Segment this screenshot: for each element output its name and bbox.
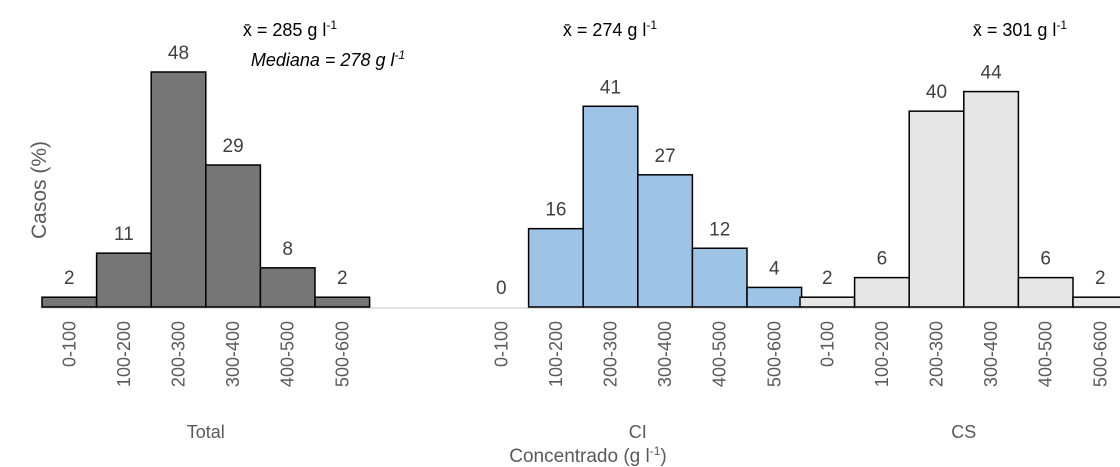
bar-cs-100-200: [853, 276, 910, 308]
tick-label-ci-0-100: 0-100: [491, 321, 511, 367]
median-text-total: Mediana = 278 g l: [251, 50, 396, 70]
mean-sup-total: -1: [326, 18, 337, 32]
panel-cs: 2 0-100 6 100-200 40 200-300 44 300-400 6 400-500…: [799, 18, 1120, 442]
data-label-cs-500-600: 2: [1095, 268, 1106, 289]
panel-name-cs: CS: [951, 422, 976, 442]
data-label-total-300-400: 29: [223, 136, 244, 157]
data-label-total-400-500: 8: [282, 239, 293, 260]
x-axis-label-suffix: ): [660, 446, 666, 467]
panel-name-ci: CI: [629, 422, 647, 442]
tick-label-cs-400-500: 400-500: [1036, 321, 1056, 387]
mean-sup-cs: -1: [1056, 18, 1067, 32]
bar-total-300-400: [205, 164, 262, 308]
data-label-cs-300-400: 44: [981, 63, 1003, 84]
mean-annotation-total: x̄ = 285 g l-1: [243, 18, 338, 40]
mean-text-ci: x̄ = 274 g l: [563, 20, 647, 40]
bar-ci-200-300: [582, 105, 639, 308]
mean-text-cs: x̄ = 301 g l: [973, 20, 1057, 40]
bar-cs-200-300: [908, 110, 965, 308]
bar-ci-100-200: [527, 227, 584, 308]
data-label-cs-200-300: 40: [926, 82, 947, 103]
data-label-total-500-600: 2: [337, 268, 348, 289]
panel-total: 2 0-100 11 100-200 48 200-300 29 300-400 8 400-50…: [41, 18, 405, 442]
tick-label-ci-500-600: 500-600: [764, 321, 784, 387]
tick-label-total-300-400: 300-400: [223, 321, 243, 387]
tick-label-total-0-100: 0-100: [59, 321, 79, 367]
bar-total-400-500: [259, 267, 316, 308]
data-label-ci-300-400: 27: [655, 146, 676, 167]
y-axis-label: Casos (%): [28, 141, 51, 239]
bar-ci-400-500: [691, 247, 748, 308]
median-sup-total: -1: [394, 48, 405, 62]
x-axis-label: Concentrado (g l-1): [509, 444, 666, 467]
data-label-ci-500-600: 4: [769, 258, 780, 279]
tick-label-total-400-500: 400-500: [278, 321, 298, 387]
tick-label-cs-200-300: 200-300: [927, 321, 947, 387]
bar-total-500-600: [314, 296, 371, 308]
tick-label-total-200-300: 200-300: [169, 321, 189, 387]
mean-text-total: x̄ = 285 g l: [243, 20, 327, 40]
tick-label-cs-500-600: 500-600: [1090, 321, 1110, 387]
tick-label-cs-0-100: 0-100: [817, 321, 837, 367]
tick-label-total-500-600: 500-600: [332, 321, 352, 387]
data-label-ci-100-200: 16: [545, 200, 566, 221]
tick-label-ci-100-200: 100-200: [546, 321, 566, 387]
bar-total-200-300: [150, 71, 207, 308]
bar-cs-500-600: [1072, 296, 1120, 308]
bar-total-100-200: [95, 252, 152, 308]
bar-cs-0-100: [799, 296, 856, 308]
bar-ci-500-600: [746, 286, 803, 308]
tick-label-ci-200-300: 200-300: [601, 321, 621, 387]
data-label-cs-100-200: 6: [877, 249, 888, 270]
tick-label-ci-300-400: 300-400: [655, 321, 675, 387]
mean-sup-ci: -1: [646, 18, 657, 32]
tick-label-ci-400-500: 400-500: [710, 321, 730, 387]
data-label-total-200-300: 48: [168, 43, 189, 64]
x-axis-label-text: Concentrado (g l: [509, 446, 649, 467]
median-annotation-total: Mediana = 278 g l-1: [251, 48, 405, 70]
data-label-total-0-100: 2: [64, 268, 75, 289]
data-label-cs-400-500: 6: [1040, 249, 1051, 270]
data-label-ci-0-100: 0: [496, 278, 507, 299]
panel-ci: 0 0-100 16 100-200 41 200-300 27 300-400 12 400-5…: [491, 18, 803, 442]
x-axis-label-sup: -1: [650, 444, 661, 458]
bar-cs-400-500: [1017, 276, 1074, 308]
mean-annotation-ci: x̄ = 274 g l-1: [563, 18, 658, 40]
data-label-ci-400-500: 12: [709, 219, 730, 240]
mean-annotation-cs: x̄ = 301 g l-1: [973, 18, 1068, 40]
bar-total-0-100: [41, 296, 98, 308]
tick-label-total-100-200: 100-200: [114, 321, 134, 387]
bar-cs-300-400: [963, 90, 1020, 308]
data-label-total-100-200: 11: [114, 224, 134, 245]
data-label-cs-0-100: 2: [822, 268, 833, 289]
chart-panels: 2 0-100 11 100-200 48 200-300 29 300-400 8 400-50…: [41, 18, 1120, 442]
tick-label-cs-300-400: 300-400: [981, 321, 1001, 387]
data-label-ci-200-300: 41: [600, 77, 621, 98]
tick-label-cs-100-200: 100-200: [872, 321, 892, 387]
panel-name-total: Total: [187, 422, 225, 442]
bar-ci-300-400: [637, 174, 694, 308]
